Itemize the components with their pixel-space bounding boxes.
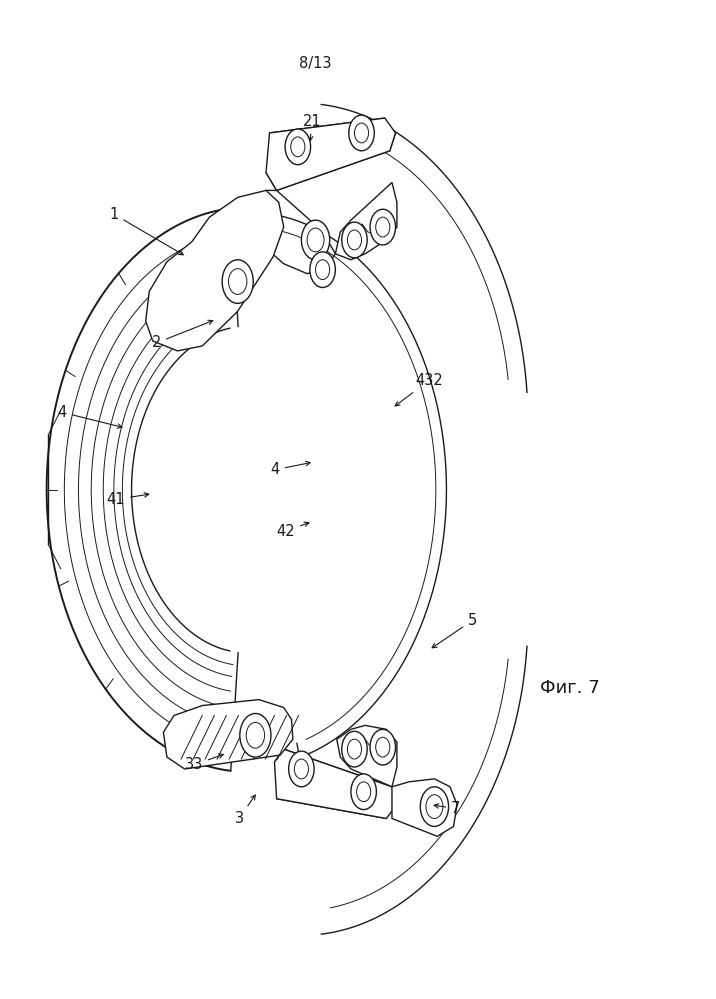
Polygon shape xyxy=(248,191,335,274)
Circle shape xyxy=(342,222,367,258)
Circle shape xyxy=(347,230,362,250)
Circle shape xyxy=(347,739,362,759)
Polygon shape xyxy=(337,725,397,787)
Circle shape xyxy=(310,252,335,288)
Polygon shape xyxy=(163,699,293,769)
Circle shape xyxy=(376,217,390,237)
Circle shape xyxy=(222,260,253,304)
Circle shape xyxy=(240,713,271,757)
Circle shape xyxy=(285,129,311,165)
Text: 4: 4 xyxy=(57,405,122,429)
Text: 2: 2 xyxy=(152,321,213,351)
Circle shape xyxy=(246,722,265,748)
Circle shape xyxy=(426,795,443,818)
Circle shape xyxy=(354,123,369,143)
Circle shape xyxy=(316,260,329,280)
Text: 4: 4 xyxy=(271,462,310,478)
Text: 3: 3 xyxy=(235,795,255,826)
Text: Фиг. 7: Фиг. 7 xyxy=(541,678,600,696)
Text: 41: 41 xyxy=(107,492,149,507)
Polygon shape xyxy=(145,191,284,351)
Text: 42: 42 xyxy=(276,522,309,538)
Circle shape xyxy=(376,737,390,757)
Circle shape xyxy=(228,269,247,295)
Text: 5: 5 xyxy=(432,612,478,647)
Text: 21: 21 xyxy=(303,114,321,141)
Text: 8/13: 8/13 xyxy=(299,56,332,71)
Text: 7: 7 xyxy=(434,801,460,816)
Text: 1: 1 xyxy=(110,207,183,255)
Polygon shape xyxy=(266,118,395,191)
Circle shape xyxy=(301,220,329,260)
Circle shape xyxy=(420,787,449,826)
Circle shape xyxy=(291,137,305,157)
Polygon shape xyxy=(274,749,397,818)
Circle shape xyxy=(294,759,309,779)
Circle shape xyxy=(370,729,395,765)
Circle shape xyxy=(357,782,371,801)
Circle shape xyxy=(342,731,367,767)
Polygon shape xyxy=(392,779,457,836)
Circle shape xyxy=(289,751,314,787)
Circle shape xyxy=(370,209,395,245)
Circle shape xyxy=(307,228,324,252)
Circle shape xyxy=(349,115,374,151)
Circle shape xyxy=(351,774,377,809)
Text: 432: 432 xyxy=(395,373,442,406)
Text: 33: 33 xyxy=(185,754,223,772)
Polygon shape xyxy=(335,183,397,260)
